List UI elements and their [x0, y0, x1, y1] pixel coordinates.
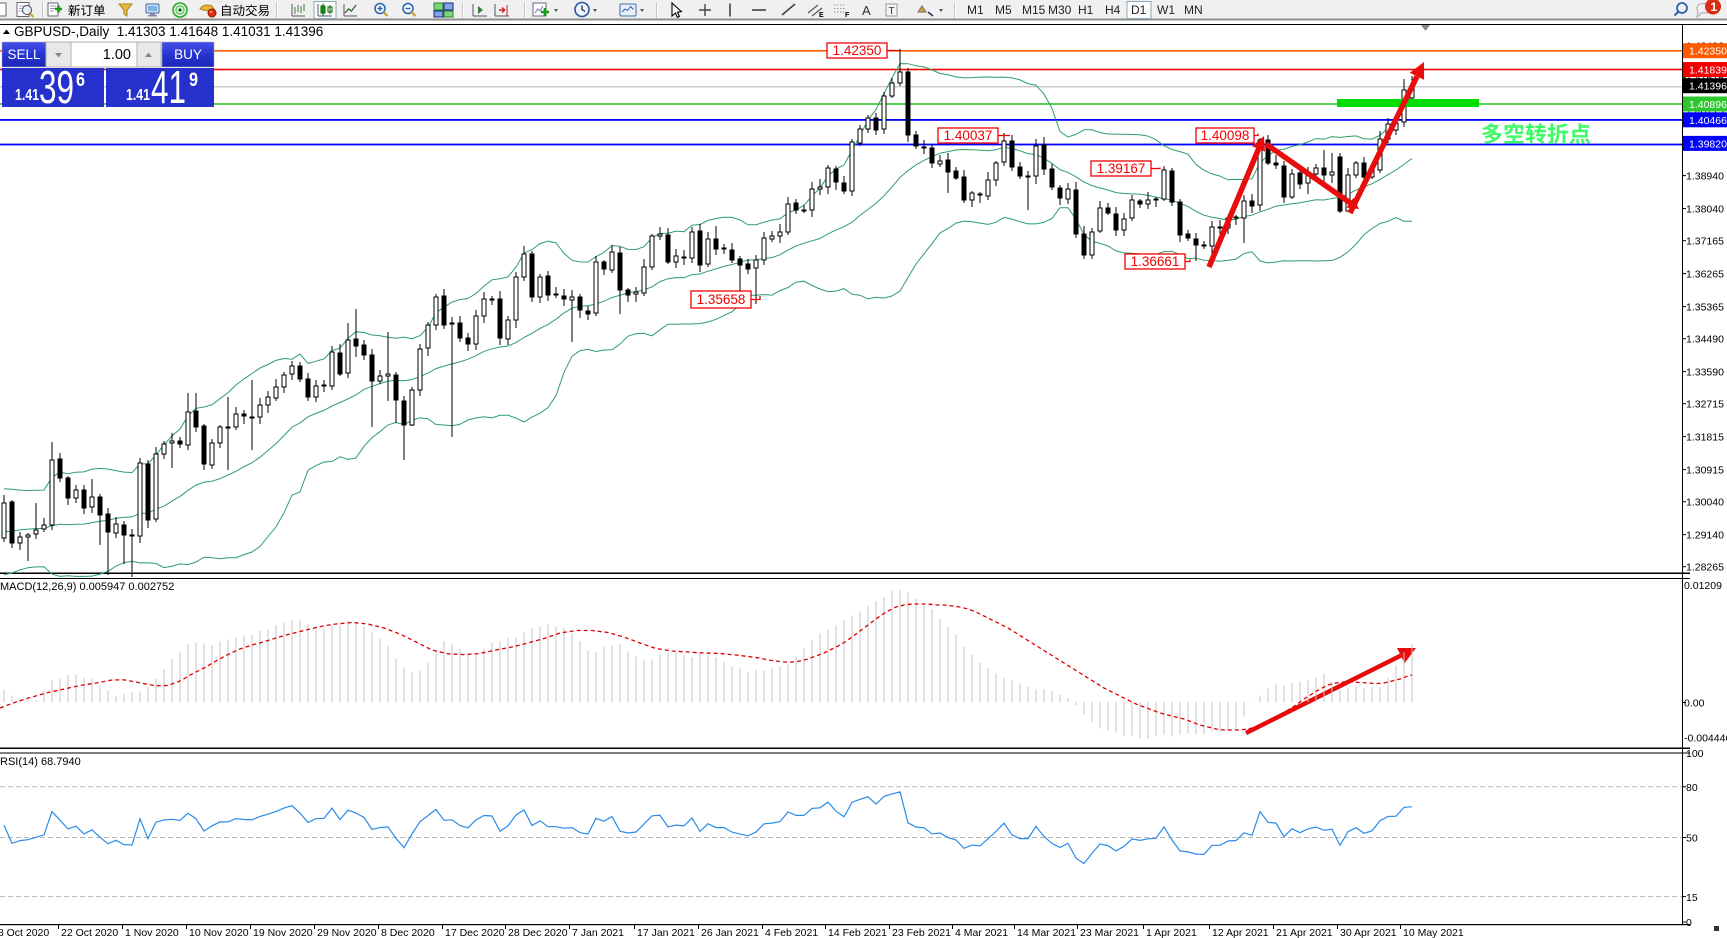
- svg-text:1.41: 1.41: [15, 87, 39, 104]
- svg-text:1.28265: 1.28265: [1686, 562, 1724, 574]
- svg-text:1.42350: 1.42350: [1689, 46, 1727, 58]
- svg-text:1: 1: [1711, 0, 1718, 14]
- svg-text:100: 100: [1686, 748, 1704, 760]
- svg-text:50: 50: [1686, 833, 1698, 845]
- svg-text:1.40466: 1.40466: [1689, 115, 1727, 127]
- svg-text:M1: M1: [967, 3, 984, 17]
- svg-text:1.40098: 1.40098: [1201, 128, 1250, 143]
- svg-text:15: 15: [1686, 892, 1698, 904]
- svg-text:M5: M5: [995, 3, 1012, 17]
- svg-text:1.39167: 1.39167: [1097, 161, 1146, 176]
- svg-text:4 Mar 2021: 4 Mar 2021: [955, 927, 1008, 938]
- svg-text:0.00: 0.00: [1684, 698, 1705, 710]
- svg-text:26 Jan 2021: 26 Jan 2021: [701, 927, 759, 938]
- svg-text:80: 80: [1686, 782, 1698, 794]
- svg-text:RSI(14) 68.7940: RSI(14) 68.7940: [0, 756, 81, 768]
- svg-text:41: 41: [151, 61, 186, 113]
- svg-text:1.41396: 1.41396: [1689, 81, 1727, 93]
- svg-text:9: 9: [189, 70, 198, 91]
- svg-text:1.37165: 1.37165: [1686, 236, 1724, 248]
- svg-text:-0.004446: -0.004446: [1684, 733, 1727, 745]
- svg-text:14 Feb 2021: 14 Feb 2021: [828, 927, 887, 938]
- svg-text:1.34490: 1.34490: [1686, 334, 1724, 346]
- svg-text:12 Apr 2021: 12 Apr 2021: [1212, 927, 1269, 938]
- svg-text:1.30915: 1.30915: [1686, 464, 1724, 476]
- svg-text:D1: D1: [1131, 3, 1147, 17]
- svg-text:19 Nov 2020: 19 Nov 2020: [253, 927, 313, 938]
- svg-text:1.32715: 1.32715: [1686, 399, 1724, 411]
- svg-text:30 Apr 2021: 30 Apr 2021: [1340, 927, 1397, 938]
- svg-text:39: 39: [39, 61, 74, 113]
- svg-text:1 Nov 2020: 1 Nov 2020: [125, 927, 179, 938]
- svg-text:1.36661: 1.36661: [1131, 254, 1180, 269]
- svg-text:17 Jan 2021: 17 Jan 2021: [637, 927, 695, 938]
- svg-text:1.31815: 1.31815: [1686, 431, 1724, 443]
- svg-text:GBPUSD-,Daily 1.41303 1.41648: GBPUSD-,Daily 1.41303 1.41648 1.41031 1.…: [14, 24, 323, 39]
- svg-text:4 Feb 2021: 4 Feb 2021: [765, 927, 818, 938]
- svg-text:28 Dec 2020: 28 Dec 2020: [508, 927, 568, 938]
- svg-text:1.38040: 1.38040: [1686, 203, 1724, 215]
- svg-text:M15: M15: [1022, 3, 1046, 17]
- svg-text:1.38940: 1.38940: [1686, 170, 1724, 182]
- svg-text:H4: H4: [1105, 3, 1121, 17]
- svg-text:1.29140: 1.29140: [1686, 529, 1724, 541]
- svg-text:10 May 2021: 10 May 2021: [1403, 927, 1464, 938]
- svg-text:A: A: [862, 3, 871, 18]
- svg-text:E: E: [819, 12, 824, 19]
- svg-text:1.40896: 1.40896: [1689, 99, 1727, 111]
- svg-text:MACD(12,26,9) 0.005947 0.00275: MACD(12,26,9) 0.005947 0.002752: [0, 581, 174, 593]
- svg-text:1.35658: 1.35658: [697, 292, 746, 307]
- svg-text:0.01209: 0.01209: [1684, 580, 1722, 592]
- svg-text:8 Dec 2020: 8 Dec 2020: [381, 927, 435, 938]
- svg-text:M30: M30: [1048, 3, 1072, 17]
- svg-text:1.30040: 1.30040: [1686, 497, 1724, 509]
- svg-text:21 Apr 2021: 21 Apr 2021: [1276, 927, 1333, 938]
- svg-text:23 Mar 2021: 23 Mar 2021: [1080, 927, 1139, 938]
- svg-text:1.36265: 1.36265: [1686, 268, 1724, 280]
- svg-text:W1: W1: [1157, 3, 1175, 17]
- svg-text:1.39820: 1.39820: [1689, 138, 1727, 150]
- svg-text:7 Jan 2021: 7 Jan 2021: [572, 927, 624, 938]
- svg-text:1.40037: 1.40037: [944, 128, 993, 143]
- svg-text:1 Apr 2021: 1 Apr 2021: [1146, 927, 1197, 938]
- svg-text:29 Nov 2020: 29 Nov 2020: [317, 927, 377, 938]
- svg-text:F: F: [845, 12, 850, 19]
- svg-text:17 Dec 2020: 17 Dec 2020: [445, 927, 505, 938]
- svg-text:0: 0: [1686, 917, 1692, 929]
- svg-text:1.41: 1.41: [126, 87, 150, 104]
- svg-text:22 Oct 2020: 22 Oct 2020: [61, 927, 118, 938]
- svg-text:18 Oct 2020: 18 Oct 2020: [0, 927, 49, 938]
- svg-text:1.33590: 1.33590: [1686, 366, 1724, 378]
- svg-text:BUY: BUY: [174, 47, 202, 62]
- svg-text:1.42350: 1.42350: [833, 43, 882, 58]
- svg-text:1.35365: 1.35365: [1686, 301, 1724, 313]
- svg-text:SELL: SELL: [7, 47, 41, 62]
- svg-text:T: T: [889, 6, 895, 17]
- svg-text:10 Nov 2020: 10 Nov 2020: [189, 927, 249, 938]
- svg-text:1.00: 1.00: [103, 47, 131, 63]
- svg-text:23 Feb 2021: 23 Feb 2021: [892, 927, 951, 938]
- svg-text:6: 6: [76, 70, 85, 91]
- svg-text:1.41839: 1.41839: [1689, 65, 1727, 77]
- svg-text:H1: H1: [1078, 3, 1094, 17]
- svg-text:14 Mar 2021: 14 Mar 2021: [1017, 927, 1076, 938]
- svg-text:MN: MN: [1184, 3, 1203, 17]
